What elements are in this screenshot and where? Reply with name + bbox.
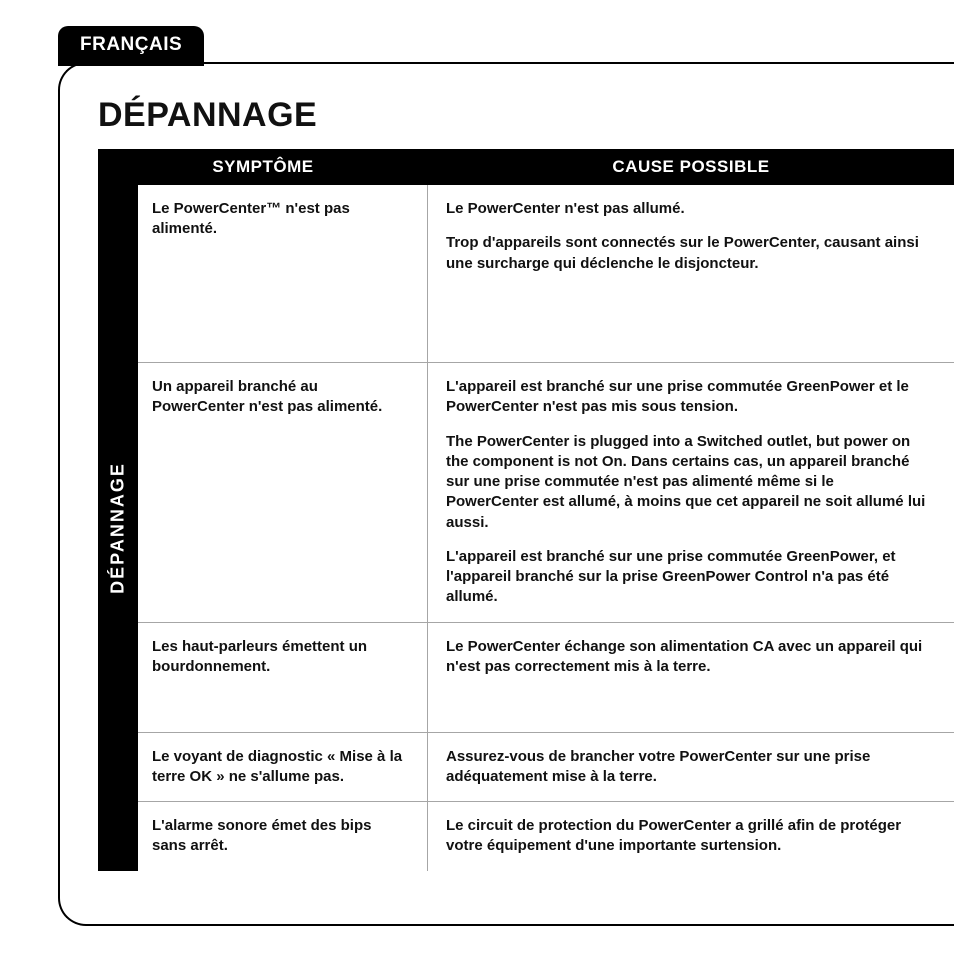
side-label-column: DÉPANNAGE <box>98 185 138 871</box>
table-row: Les haut-parleurs émettent un bourdonnem… <box>138 623 954 733</box>
symptom-cell: Le PowerCenter™ n'est pas alimenté. <box>138 185 428 362</box>
header-cause: CAUSE POSSIBLE <box>428 149 954 185</box>
page-panel: DÉPANNAGE SYMPTÔME CAUSE POSSIBLE DÉPANN… <box>58 62 954 926</box>
cause-text: The PowerCenter is plugged into a Switch… <box>446 432 930 533</box>
table-rows: Le PowerCenter™ n'est pas alimenté.Le Po… <box>138 185 954 871</box>
page-title: DÉPANNAGE <box>98 96 954 135</box>
cause-cell: Le PowerCenter n'est pas allumé. Trop d'a… <box>428 185 954 362</box>
symptom-cell: Un appareil branché au PowerCenter n'est… <box>138 363 428 622</box>
table-row: Le PowerCenter™ n'est pas alimenté.Le Po… <box>138 185 954 363</box>
cause-cell: Le circuit de protection du PowerCenter … <box>428 802 954 871</box>
cause-cell: Assurez-vous de brancher votre PowerCent… <box>428 733 954 802</box>
cause-text: L'appareil est branché sur une prise com… <box>446 547 930 608</box>
symptom-cell: Le voyant de diagnostic « Mise à la terr… <box>138 733 428 802</box>
symptom-cell: Les haut-parleurs émettent un bourdonnem… <box>138 623 428 732</box>
cause-text: Le PowerCenter n'est pas allumé. <box>446 199 930 219</box>
troubleshooting-table: SYMPTÔME CAUSE POSSIBLE DÉPANNAGE Le Pow… <box>98 149 954 871</box>
table-row: Un appareil branché au PowerCenter n'est… <box>138 363 954 623</box>
side-label: DÉPANNAGE <box>108 462 129 594</box>
language-tab: FRANÇAIS <box>58 26 204 66</box>
table-row: Le voyant de diagnostic « Mise à la terr… <box>138 733 954 803</box>
cause-text: Le circuit de protection du PowerCenter … <box>446 816 930 857</box>
symptom-cell: L'alarme sonore émet des bips sans arrêt… <box>138 802 428 871</box>
table-row: L'alarme sonore émet des bips sans arrêt… <box>138 802 954 871</box>
cause-cell: Le PowerCenter échange son alimentation … <box>428 623 954 732</box>
table-body: DÉPANNAGE Le PowerCenter™ n'est pas alim… <box>98 185 954 871</box>
cause-text: Le PowerCenter échange son alimentation … <box>446 637 930 678</box>
cause-text: Trop d'appareils sont connectés sur le P… <box>446 233 930 274</box>
cause-text: L'appareil est branché sur une prise com… <box>446 377 930 418</box>
cause-cell: L'appareil est branché sur une prise com… <box>428 363 954 622</box>
header-symptom: SYMPTÔME <box>98 149 428 185</box>
table-header: SYMPTÔME CAUSE POSSIBLE <box>98 149 954 185</box>
cause-text: Assurez-vous de brancher votre PowerCent… <box>446 747 930 788</box>
